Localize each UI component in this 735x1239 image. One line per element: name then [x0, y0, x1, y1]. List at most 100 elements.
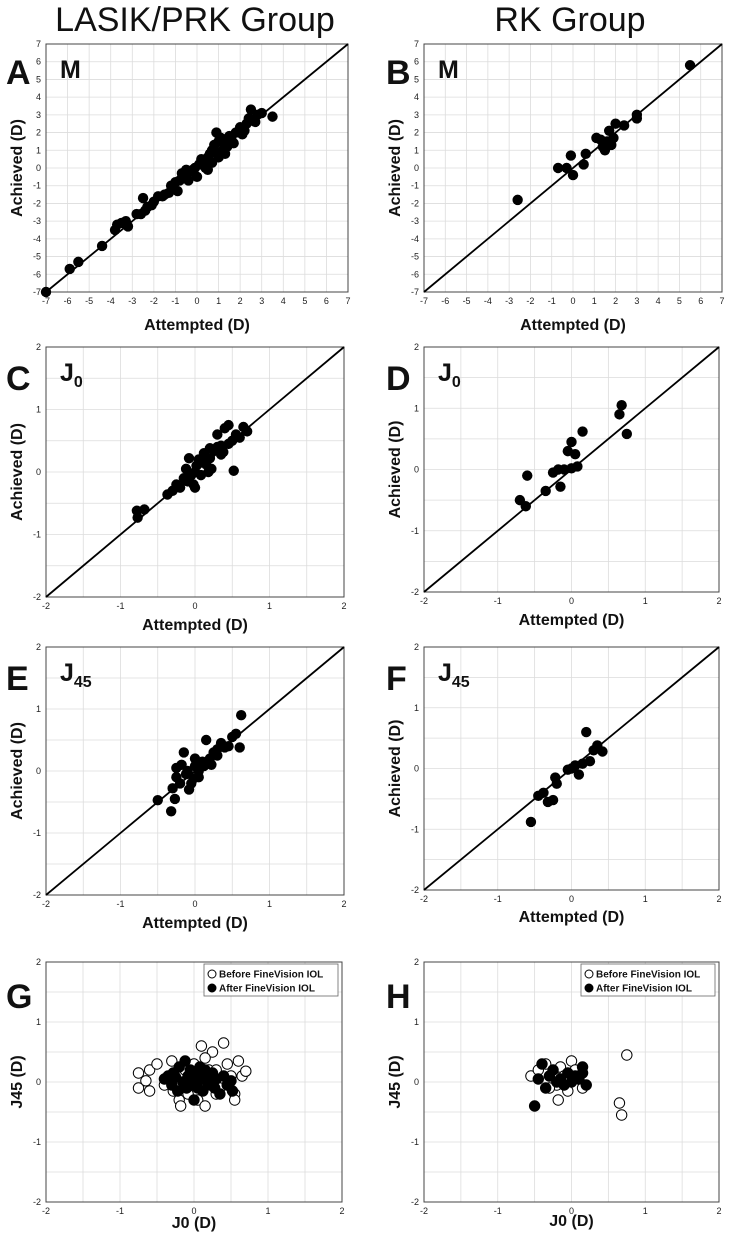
x-tick-label: -4 [107, 296, 115, 306]
x-tick-label: 0 [569, 1206, 574, 1216]
y-tick-label: -4 [33, 234, 41, 244]
data-point [584, 756, 596, 767]
data-point-after [214, 1088, 226, 1100]
data-point [183, 175, 194, 186]
plot-frame [423, 346, 720, 593]
data-point [551, 778, 562, 789]
data-point [137, 192, 149, 204]
legend-label: After FineVision IOL [596, 984, 692, 995]
data-point-after [580, 1079, 592, 1091]
data-point-after [576, 1061, 589, 1073]
data-point [566, 436, 577, 448]
y-tick-label: 2 [36, 128, 41, 138]
x-tick-label: -1 [548, 296, 556, 306]
data-point-after [226, 1085, 239, 1097]
y-axis-label: J45 (D) [9, 1055, 26, 1108]
data-point [610, 118, 621, 129]
data-point-after [528, 1100, 541, 1112]
y-tick-label: 0 [414, 163, 419, 173]
data-point [183, 453, 195, 464]
variable-label: J0 [60, 359, 83, 391]
data-point [202, 164, 213, 175]
data-point [228, 465, 239, 476]
x-tick-label: 2 [716, 1206, 721, 1216]
data-point [212, 750, 223, 761]
data-point [165, 806, 177, 817]
x-tick-label: -2 [526, 296, 534, 306]
data-point-before [615, 1109, 628, 1121]
chart-panel-h: -2-2 -1 -1 0 0 1 1 2 2 J0 (D) J45 (D) H Before FineV… [386, 957, 722, 1230]
x-tick-label: 0 [192, 601, 197, 611]
data-point [200, 734, 212, 746]
data-point [139, 504, 150, 515]
y-tick-label: -5 [33, 252, 41, 262]
y-tick-label: -3 [411, 216, 419, 226]
data-point [40, 286, 52, 298]
x-tick-label: -2 [42, 899, 50, 909]
variable-label: J45 [60, 659, 92, 691]
y-tick-label: -2 [411, 198, 419, 208]
panel-letter: C [6, 360, 31, 398]
data-point [64, 263, 75, 275]
y-tick-label: 0 [36, 163, 41, 173]
y-tick-label: -2 [33, 1197, 41, 1207]
data-point [204, 443, 216, 454]
x-tick-label: -4 [484, 296, 492, 306]
y-tick-label: 2 [414, 342, 419, 352]
x-axis-label: Attempted (D) [520, 317, 626, 334]
x-tick-label: 4 [281, 296, 286, 306]
data-point [547, 794, 559, 806]
plot-frame [45, 43, 349, 293]
data-point [174, 778, 186, 789]
x-tick-label: -6 [441, 296, 449, 306]
y-tick-label: -1 [33, 530, 41, 540]
legend-marker-before [207, 969, 217, 979]
plot-frame [45, 961, 343, 1203]
legend-box [580, 963, 716, 997]
x-tick-label: -1 [116, 1206, 124, 1216]
variable-label: J45 [438, 659, 470, 691]
y-tick-label: 1 [36, 1017, 41, 1027]
data-point-after [539, 1082, 552, 1094]
panel-letter: D [386, 360, 411, 398]
data-point-after [179, 1055, 191, 1067]
y-tick-label: 1 [414, 703, 419, 713]
data-point [525, 816, 537, 828]
data-point [565, 150, 577, 161]
data-point [228, 138, 239, 149]
data-point [188, 773, 199, 784]
y-tick-label: 5 [414, 74, 419, 84]
data-point-before [232, 1055, 245, 1067]
identity-line [423, 43, 723, 293]
y-tick-label: 1 [36, 145, 41, 155]
x-tick-label: -5 [85, 296, 93, 306]
y-tick-label: 0 [36, 766, 41, 776]
data-point [206, 759, 217, 770]
panel-letter: B [386, 54, 411, 92]
panel-letter: F [386, 660, 407, 698]
data-point [614, 409, 625, 420]
x-tick-label: 7 [719, 296, 724, 306]
x-axis-label: Attempted (D) [519, 909, 625, 926]
x-tick-label: -2 [42, 601, 50, 611]
data-point [621, 428, 633, 440]
y-tick-label: -2 [411, 587, 419, 597]
data-point [219, 742, 230, 753]
plot-frame [423, 961, 720, 1203]
variable-label: J0 [438, 359, 461, 391]
x-tick-label: 3 [259, 296, 264, 306]
y-tick-label: 1 [36, 704, 41, 714]
data-point [684, 60, 696, 71]
x-axis-label: Attempted (D) [144, 317, 250, 334]
legend-box [203, 963, 339, 997]
y-tick-label: 2 [414, 957, 419, 967]
x-tick-label: 1 [267, 899, 272, 909]
y-axis-label: Achieved (D) [387, 119, 404, 217]
x-tick-label: -2 [420, 1206, 428, 1216]
data-point-before [199, 1100, 211, 1112]
data-point [167, 783, 178, 794]
data-point [174, 482, 186, 493]
y-tick-label: 0 [414, 465, 419, 475]
data-point [573, 769, 585, 780]
data-point-before [143, 1085, 156, 1097]
